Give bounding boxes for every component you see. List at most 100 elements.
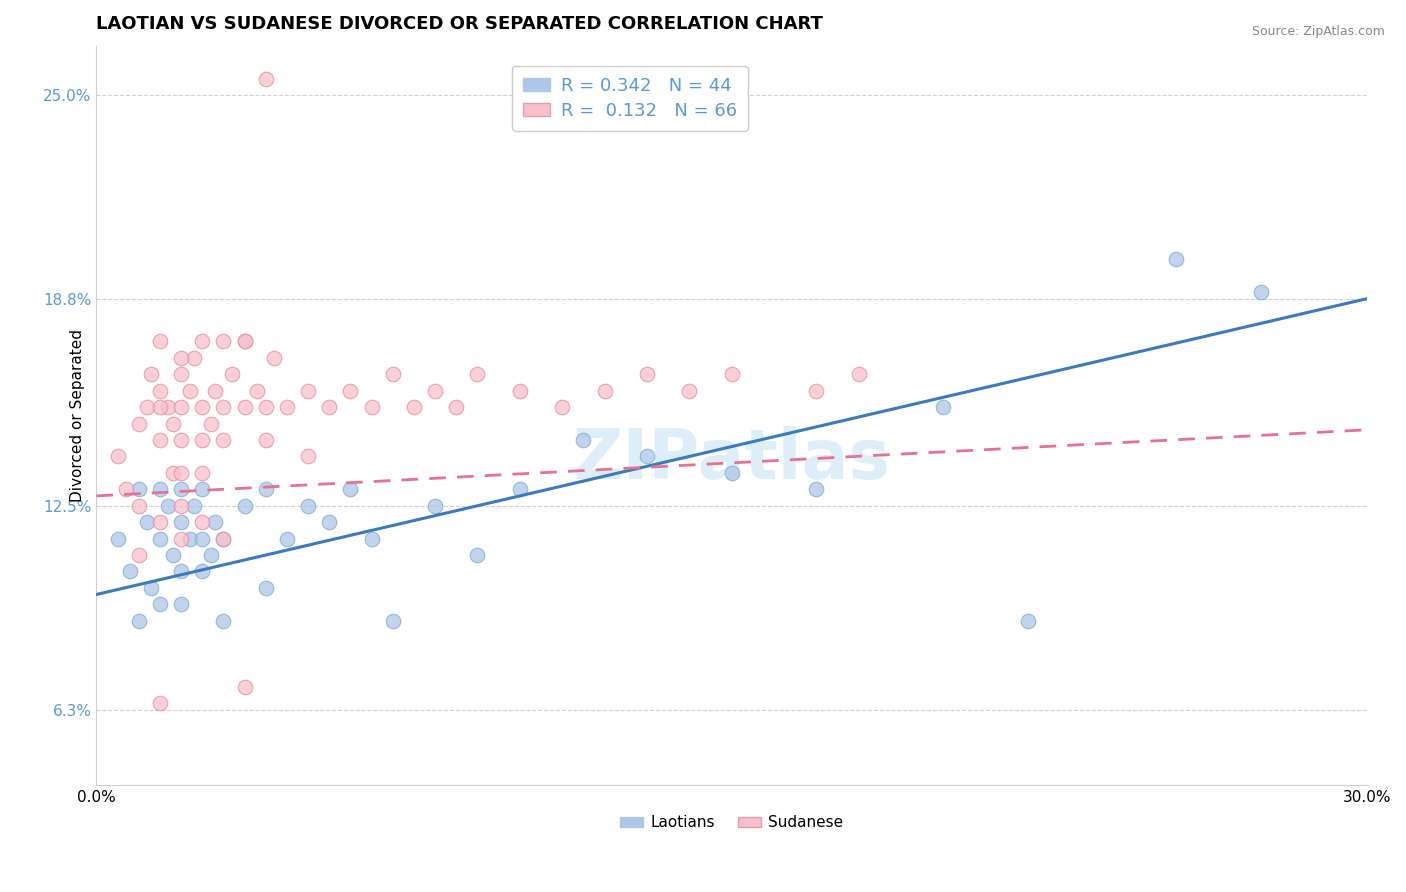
Point (593, 384, 616, 398)
Point (318, 400, 340, 414)
Point (1017, 614, 1039, 628)
Text: Source: ZipAtlas.com: Source: ZipAtlas.com (1251, 25, 1385, 38)
Point (149, 515, 172, 529)
Point (246, 384, 269, 398)
Point (204, 384, 226, 398)
Point (149, 384, 172, 398)
Point (360, 532, 382, 546)
Point (170, 565, 193, 579)
Point (170, 433, 193, 447)
Point (423, 384, 446, 398)
Point (254, 71, 277, 86)
Point (162, 466, 184, 480)
Point (191, 334, 214, 349)
Point (254, 581, 277, 595)
Point (107, 532, 129, 546)
Point (162, 548, 184, 562)
Point (170, 499, 193, 513)
Point (170, 400, 193, 414)
Point (318, 515, 340, 529)
Point (636, 368, 658, 382)
Point (120, 565, 142, 579)
Point (423, 499, 446, 513)
Point (149, 696, 172, 710)
Point (191, 433, 214, 447)
Point (233, 334, 256, 349)
Point (509, 483, 531, 497)
Point (212, 400, 235, 414)
Point (233, 334, 256, 349)
Point (254, 433, 277, 447)
Point (128, 417, 150, 431)
Point (149, 334, 172, 349)
Point (806, 483, 828, 497)
Point (720, 368, 742, 382)
Point (191, 532, 214, 546)
Point (263, 351, 285, 365)
Point (183, 499, 205, 513)
Point (191, 400, 214, 414)
Point (339, 483, 361, 497)
Point (157, 400, 180, 414)
Point (141, 581, 163, 595)
Point (200, 417, 222, 431)
Point (360, 400, 382, 414)
Point (170, 466, 193, 480)
Point (932, 400, 955, 414)
Point (170, 598, 193, 612)
Point (170, 532, 193, 546)
Point (149, 532, 172, 546)
Point (402, 400, 425, 414)
Point (1166, 252, 1188, 267)
Point (254, 483, 277, 497)
Legend: Laotians, Sudanese: Laotians, Sudanese (613, 809, 849, 837)
Point (149, 433, 172, 447)
Point (233, 680, 256, 694)
Text: ZIPatlas: ZIPatlas (572, 426, 890, 493)
Point (136, 400, 159, 414)
Point (179, 384, 201, 398)
Point (162, 417, 184, 431)
Point (212, 614, 235, 628)
Point (157, 499, 180, 513)
Point (297, 499, 319, 513)
Point (191, 483, 214, 497)
Point (572, 433, 595, 447)
Point (297, 384, 319, 398)
Point (446, 400, 468, 414)
Point (678, 384, 700, 398)
Point (297, 450, 319, 464)
Point (191, 466, 214, 480)
Point (149, 598, 172, 612)
Point (204, 515, 226, 529)
Point (107, 450, 129, 464)
Point (170, 515, 193, 529)
Point (1250, 285, 1272, 300)
Point (339, 384, 361, 398)
Point (276, 400, 298, 414)
Point (276, 532, 298, 546)
Point (170, 368, 193, 382)
Point (191, 515, 214, 529)
Point (128, 499, 150, 513)
Point (183, 351, 205, 365)
Point (212, 433, 235, 447)
Point (233, 400, 256, 414)
Y-axis label: Divorced or Separated: Divorced or Separated (70, 329, 86, 502)
Point (381, 368, 404, 382)
Point (509, 384, 531, 398)
Point (720, 466, 742, 480)
Point (381, 614, 404, 628)
Point (149, 483, 172, 497)
Point (467, 368, 489, 382)
Point (233, 499, 256, 513)
Point (128, 483, 150, 497)
Text: LAOTIAN VS SUDANESE DIVORCED OR SEPARATED CORRELATION CHART: LAOTIAN VS SUDANESE DIVORCED OR SEPARATE… (97, 15, 824, 33)
Point (170, 351, 193, 365)
Point (128, 548, 150, 562)
Point (200, 548, 222, 562)
Point (221, 368, 243, 382)
Point (115, 483, 138, 497)
Point (212, 532, 235, 546)
Point (551, 400, 574, 414)
